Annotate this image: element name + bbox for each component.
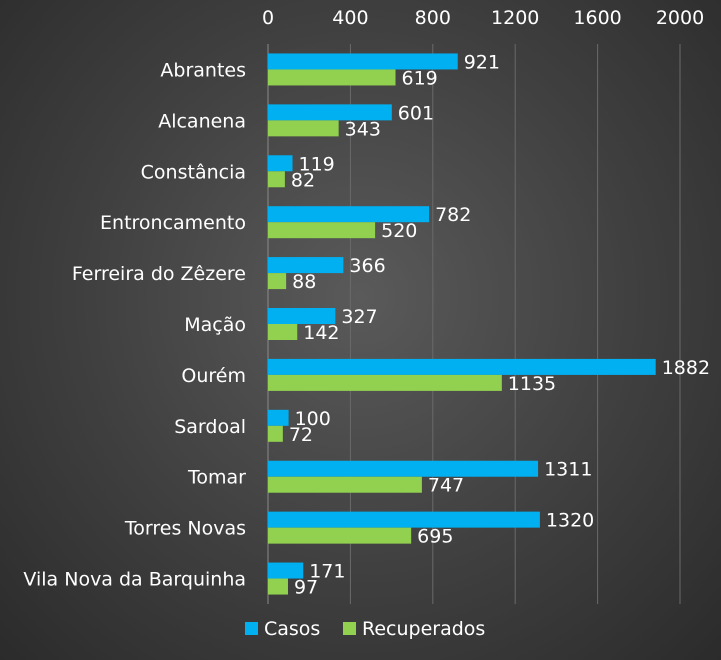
data-label-casos: 327 — [341, 306, 377, 328]
bar-recuperados — [268, 69, 396, 86]
data-label-recuperados: 1135 — [508, 373, 556, 395]
category-label: Constância — [141, 161, 246, 183]
data-label-recuperados: 747 — [428, 475, 464, 497]
data-label-casos: 1882 — [662, 357, 710, 379]
x-tick-label: 400 — [332, 7, 368, 29]
data-label-casos: 601 — [398, 102, 434, 124]
data-label-casos: 782 — [435, 204, 471, 226]
bars — [268, 53, 656, 595]
data-label-casos: 921 — [464, 51, 500, 73]
bar-recuperados — [268, 324, 298, 340]
gridlines — [267, 44, 681, 604]
legend: Casos Recuperados — [245, 618, 485, 640]
bar-recuperados — [268, 527, 412, 544]
data-label-casos: 100 — [295, 408, 331, 430]
category-label: Entroncamento — [100, 212, 246, 234]
x-tick-label: 1600 — [573, 7, 621, 29]
bar-casos — [268, 104, 392, 121]
x-tick-label: 1200 — [491, 7, 539, 29]
category-label: Ourém — [181, 365, 246, 387]
data-label-recuperados: 619 — [402, 67, 438, 89]
bar-casos — [268, 257, 344, 274]
bar-casos — [268, 206, 430, 223]
x-tick-label: 800 — [415, 7, 451, 29]
bar-casos — [268, 155, 293, 172]
data-label-casos: 171 — [309, 561, 345, 583]
category-label: Alcanena — [158, 110, 246, 132]
bar-casos — [268, 308, 336, 324]
data-label-recuperados: 82 — [291, 169, 315, 191]
bar-casos — [268, 53, 458, 70]
bar-recuperados — [268, 171, 285, 188]
bar-casos — [268, 358, 656, 375]
data-label-casos: 1311 — [544, 459, 592, 481]
bar-recuperados — [268, 120, 339, 137]
bar-casos — [268, 409, 289, 426]
data-label-recuperados: 343 — [345, 118, 381, 140]
data-label-casos: 1320 — [546, 510, 594, 532]
data-label-recuperados: 142 — [303, 322, 339, 344]
bar-recuperados — [268, 374, 502, 391]
category-label: Vila Nova da Barquinha — [23, 569, 246, 591]
data-label-casos: 119 — [299, 153, 335, 175]
bar-recuperados — [268, 578, 288, 595]
category-label: Tomar — [187, 467, 246, 489]
legend-label-recuperados: Recuperados — [362, 618, 485, 640]
bar-recuperados — [268, 425, 283, 442]
legend-swatch-casos — [245, 622, 258, 635]
data-label-recuperados: 72 — [289, 424, 313, 446]
category-label: Abrantes — [160, 59, 246, 81]
data-label-recuperados: 88 — [292, 271, 316, 293]
x-axis-ticks: 0 400 800 1200 1600 2000 — [262, 7, 704, 29]
data-label-recuperados: 97 — [294, 577, 318, 599]
data-label-casos: 366 — [349, 255, 385, 277]
data-label-recuperados: 695 — [417, 526, 453, 548]
category-label: Sardoal — [174, 416, 246, 438]
x-tick-label: 0 — [262, 7, 274, 29]
x-tick-label: 2000 — [656, 7, 704, 29]
bar-recuperados — [268, 222, 376, 239]
bar-recuperados — [268, 476, 422, 493]
category-label: Torres Novas — [124, 518, 246, 540]
bar-casos — [268, 562, 304, 579]
bar-casos — [268, 460, 539, 477]
category-label: Mação — [184, 314, 246, 336]
bar-recuperados — [268, 273, 287, 290]
category-labels: Abrantes Alcanena Constância Entroncamento F… — [23, 59, 246, 590]
legend-swatch-recuperados — [343, 622, 356, 635]
legend-label-casos: Casos — [264, 618, 320, 640]
category-label: Ferreira do Zêzere — [72, 263, 246, 285]
data-label-recuperados: 520 — [381, 220, 417, 242]
bar-casos — [268, 511, 540, 528]
